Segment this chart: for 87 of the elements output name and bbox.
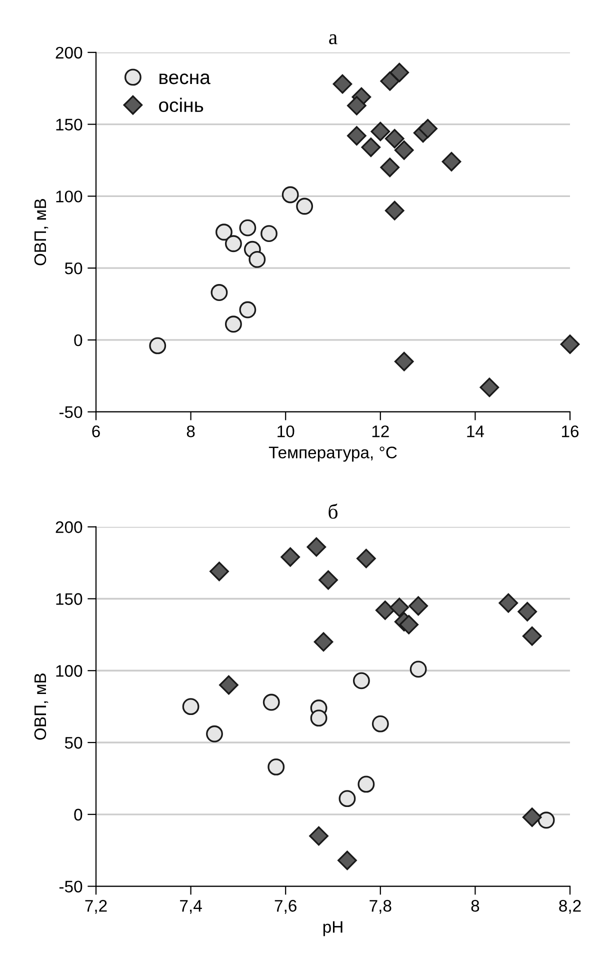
y-tick-label: 0 xyxy=(74,334,82,346)
point xyxy=(390,598,410,618)
point xyxy=(418,118,438,138)
y-axis-title: ОВП, мВ xyxy=(34,199,48,266)
x-tick-label: 7,2 xyxy=(85,900,107,914)
x-tick-label: 7,6 xyxy=(274,900,296,914)
point xyxy=(219,675,238,695)
x-tick-label: 14 xyxy=(467,426,484,438)
chart-title: а xyxy=(329,34,338,44)
point xyxy=(380,158,400,178)
point xyxy=(522,808,542,827)
point xyxy=(296,198,314,215)
y-tick-label: 100 xyxy=(56,665,82,677)
point xyxy=(518,602,538,622)
point xyxy=(310,710,328,727)
point xyxy=(182,698,200,716)
legend-label: осінь xyxy=(159,98,204,112)
point xyxy=(394,352,414,372)
point xyxy=(372,715,389,732)
point xyxy=(370,122,390,142)
point xyxy=(210,562,229,582)
x-tick-label: 10 xyxy=(278,425,294,438)
x-axis-title: Температура, °C xyxy=(268,446,397,462)
x-tick-label: 8 xyxy=(186,425,195,438)
point xyxy=(216,224,232,241)
point xyxy=(356,548,376,568)
chart-title: б xyxy=(328,504,338,519)
point xyxy=(260,225,278,242)
point xyxy=(399,614,419,634)
point xyxy=(442,152,462,172)
point xyxy=(224,316,242,333)
point xyxy=(410,660,427,678)
point xyxy=(268,758,285,776)
y-tick-label: 200 xyxy=(56,521,82,534)
point xyxy=(361,138,381,157)
point xyxy=(282,186,299,204)
point xyxy=(380,71,400,91)
x-tick-label: 8 xyxy=(471,900,480,912)
x-tick-label: 8,2 xyxy=(559,900,581,914)
point xyxy=(347,96,366,116)
point xyxy=(338,790,356,808)
point xyxy=(332,74,352,94)
point xyxy=(210,284,228,301)
point xyxy=(480,378,500,398)
legend-label: весна xyxy=(160,74,210,84)
point xyxy=(390,62,410,82)
x-axis-title: pH xyxy=(323,921,342,936)
point xyxy=(248,250,266,268)
point xyxy=(338,850,357,870)
point xyxy=(314,632,334,652)
y-tick-label: 50 xyxy=(64,262,82,274)
point xyxy=(560,334,580,354)
point xyxy=(224,235,242,252)
y-tick-label: 0 xyxy=(74,808,82,821)
point xyxy=(538,812,555,829)
y-tick-label: 100 xyxy=(56,190,82,202)
x-tick-label: 16 xyxy=(562,425,579,438)
point xyxy=(522,626,542,646)
point xyxy=(239,219,256,236)
y-tick-label: 150 xyxy=(56,593,82,605)
point xyxy=(384,129,404,148)
point xyxy=(318,570,338,590)
y-axis-title: ОВП, мВ xyxy=(34,674,48,740)
point xyxy=(239,301,256,318)
point xyxy=(206,725,223,742)
x-tick-label: 7,8 xyxy=(370,900,392,914)
y-tick-label: 50 xyxy=(64,736,82,749)
point xyxy=(352,672,370,690)
point xyxy=(306,537,326,557)
point xyxy=(149,337,166,354)
y-tick-label: -50 xyxy=(59,880,82,892)
x-tick-label: 6 xyxy=(92,425,100,438)
point xyxy=(394,140,414,160)
y-tick-label: 200 xyxy=(56,46,82,59)
point xyxy=(358,776,375,793)
point xyxy=(347,126,366,146)
y-tick-label: 150 xyxy=(56,118,82,131)
x-tick-label: 12 xyxy=(372,425,389,438)
point xyxy=(280,547,300,567)
point xyxy=(384,200,404,220)
point xyxy=(262,694,280,711)
point xyxy=(309,826,328,846)
point xyxy=(408,596,428,616)
point xyxy=(498,593,518,613)
point xyxy=(375,600,395,620)
y-tick-label: -50 xyxy=(59,406,82,418)
x-tick-label: 7,4 xyxy=(180,900,202,914)
